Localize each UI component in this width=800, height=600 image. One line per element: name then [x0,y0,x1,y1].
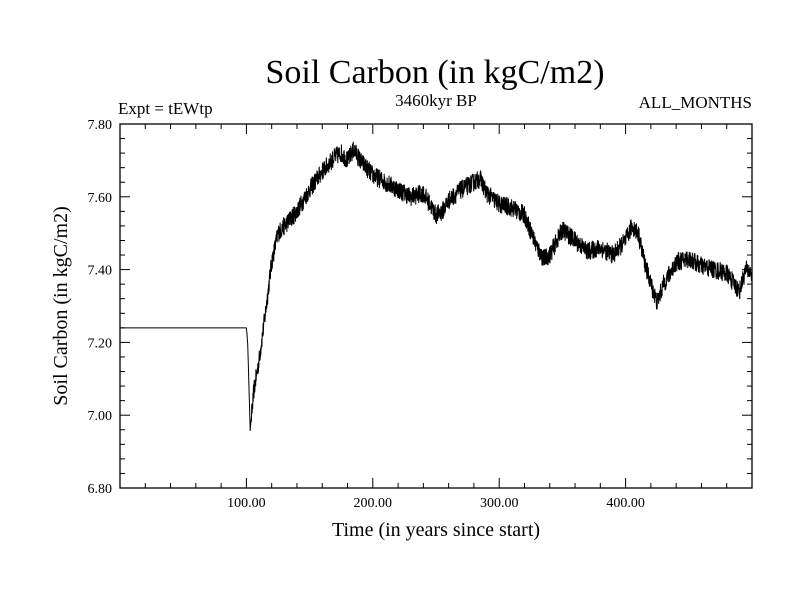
y-tick-label: 7.00 [88,409,113,424]
series-line [120,141,753,432]
chart-subtitle: 3460kyr BP [395,91,477,110]
series-group [120,141,753,432]
axis-ticks: 100.00 200.00 300.00 400.00 6.80 7.00 7.20 7.40… [88,118,752,511]
x-tick-label: 400.00 [606,496,645,511]
plot-frame [119,123,753,489]
y-axis-label: Soil Carbon (in kgC/m2) [50,206,72,405]
y-tick-label: 6.80 [88,482,113,497]
y-tick-label: 7.60 [88,191,113,206]
x-tick-label: 300.00 [480,496,519,511]
y-tick-label: 7.80 [88,118,113,133]
chart-title: Soil Carbon (in kgC/m2) [265,54,604,91]
x-tick-label: 100.00 [227,496,266,511]
y-tick-label: 7.40 [88,264,113,279]
experiment-label: Expt = tEWtp [118,99,213,118]
x-axis-label: Time (in years since start) [332,519,540,541]
x-tick-label: 200.00 [354,496,393,511]
y-tick-label: 7.20 [88,336,113,351]
period-label: ALL_MONTHS [639,93,752,112]
